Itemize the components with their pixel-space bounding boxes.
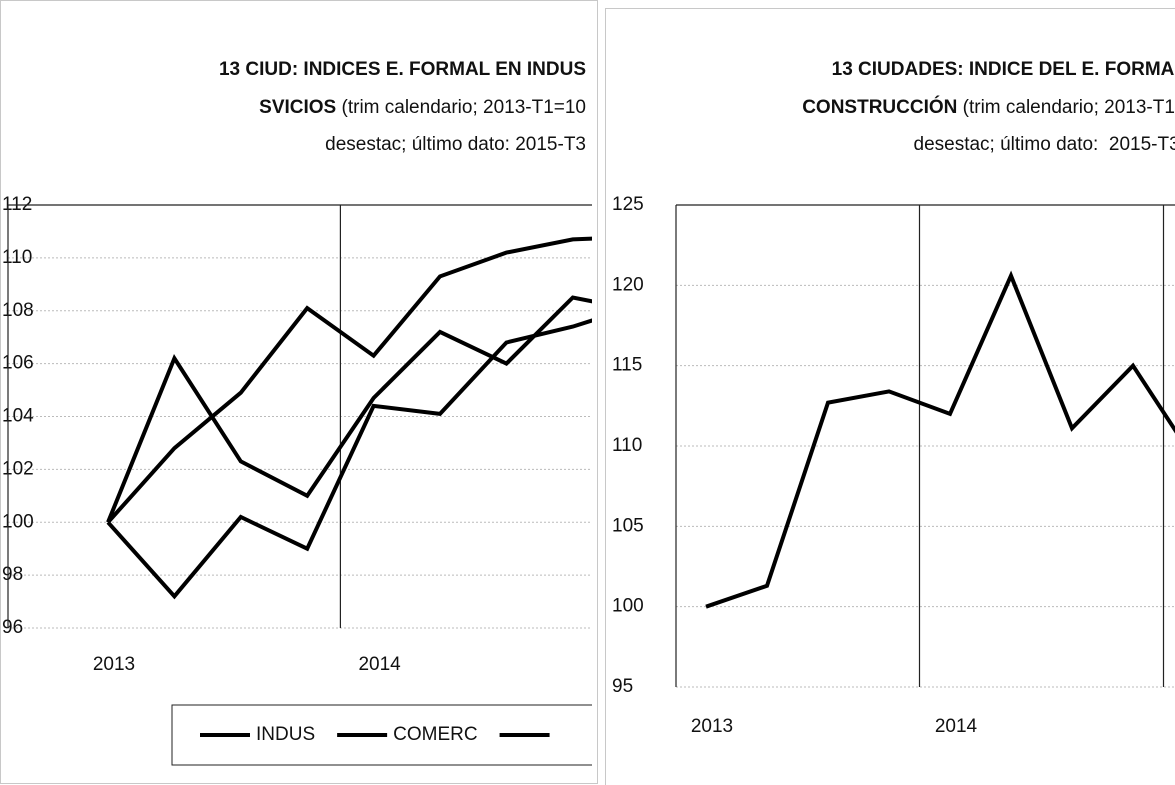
legend-label: INDUS	[256, 724, 315, 745]
panel-border	[605, 8, 1175, 785]
y-tick-label: 110	[2, 247, 32, 268]
chart-panel: 13 CIUDADES: INDICE DEL E. FORMAL CONSTRU…	[612, 59, 1175, 737]
chart-panel: 13 CIUD: INDICES E. FORMAL EN INDUS SVICI…	[2, 59, 592, 766]
y-tick-label: 120	[612, 274, 644, 295]
title-part: 13 CIUDADES: INDICE DEL E. FORMAL	[832, 59, 1175, 80]
x-tick-label: 2013	[691, 716, 733, 737]
x-tick-label: 2014	[935, 716, 978, 737]
title-part: desestac; último dato: 2015-T3	[325, 134, 586, 155]
panel-border	[0, 0, 598, 784]
title-part: (trim calendario; 2013-T1=10	[336, 97, 586, 118]
title-part: SVICIOS	[259, 97, 336, 118]
x-tick-label: 2014	[358, 654, 401, 675]
y-tick-label: 100	[2, 511, 34, 532]
y-tick-label: 100	[612, 596, 644, 617]
chart-title: 13 CIUDADES: INDICE DEL E. FORMAL	[832, 59, 1175, 80]
y-tick-label: 110	[612, 435, 642, 456]
chart-title: SVICIOS (trim calendario; 2013-T1=10	[259, 97, 586, 118]
chart-title: desestac; último dato: 2015-T3)	[914, 134, 1175, 155]
y-tick-label: 98	[2, 564, 23, 585]
y-tick-label: 106	[2, 353, 34, 374]
y-tick-label: 108	[2, 300, 34, 321]
y-tick-label: 105	[612, 515, 644, 536]
title-part: CONSTRUCCIÓN	[802, 96, 957, 118]
y-tick-label: 104	[2, 406, 34, 427]
series-line	[106, 318, 592, 600]
series-line	[106, 236, 592, 524]
y-tick-label: 115	[612, 355, 642, 376]
series-line	[106, 295, 592, 524]
chart-title: 13 CIUD: INDICES E. FORMAL EN INDUS	[219, 59, 586, 80]
chart-title: CONSTRUCCIÓN (trim calendario; 2013-T1=	[802, 96, 1175, 118]
title-part: 13 CIUD: INDICES E. FORMAL EN INDUS	[219, 59, 586, 80]
title-part: desestac; último dato: 2015-T3)	[914, 134, 1175, 155]
y-tick-label: 96	[2, 617, 23, 638]
y-tick-label: 95	[612, 676, 633, 697]
y-tick-label: 125	[612, 194, 644, 215]
legend-label: COMERC	[393, 724, 477, 745]
x-tick-label: 2013	[93, 654, 135, 675]
title-part: (trim calendario; 2013-T1=	[957, 97, 1175, 118]
series-line	[705, 270, 1175, 609]
chart-title: desestac; último dato: 2015-T3	[325, 134, 586, 155]
y-tick-label: 102	[2, 458, 34, 479]
